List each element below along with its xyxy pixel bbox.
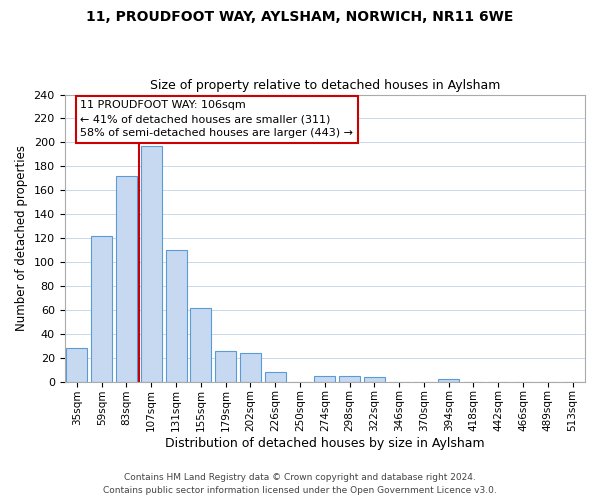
- Y-axis label: Number of detached properties: Number of detached properties: [15, 145, 28, 331]
- Text: Contains HM Land Registry data © Crown copyright and database right 2024.
Contai: Contains HM Land Registry data © Crown c…: [103, 474, 497, 495]
- Bar: [91, 236, 112, 382]
- Bar: [314, 376, 335, 382]
- Bar: [339, 376, 360, 382]
- Bar: [438, 380, 459, 382]
- Bar: [166, 250, 187, 382]
- Bar: [190, 308, 211, 382]
- Text: 11, PROUDFOOT WAY, AYLSHAM, NORWICH, NR11 6WE: 11, PROUDFOOT WAY, AYLSHAM, NORWICH, NR1…: [86, 10, 514, 24]
- X-axis label: Distribution of detached houses by size in Aylsham: Distribution of detached houses by size …: [165, 437, 485, 450]
- Title: Size of property relative to detached houses in Aylsham: Size of property relative to detached ho…: [149, 79, 500, 92]
- Bar: [240, 353, 261, 382]
- Bar: [67, 348, 88, 382]
- Bar: [116, 176, 137, 382]
- Bar: [265, 372, 286, 382]
- Bar: [364, 377, 385, 382]
- Bar: [141, 146, 162, 382]
- Text: 11 PROUDFOOT WAY: 106sqm
← 41% of detached houses are smaller (311)
58% of semi-: 11 PROUDFOOT WAY: 106sqm ← 41% of detach…: [80, 100, 353, 138]
- Bar: [215, 350, 236, 382]
